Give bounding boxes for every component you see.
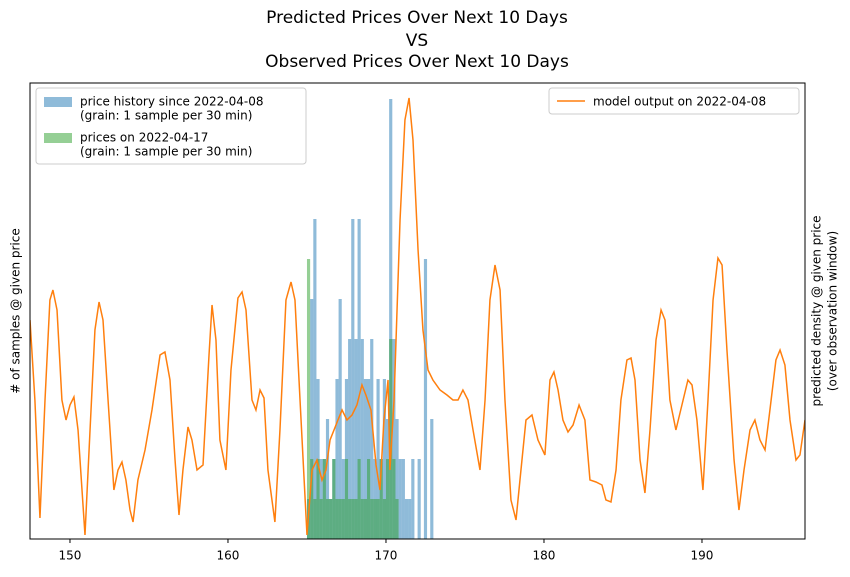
x-tick-label: 170 — [375, 549, 398, 563]
chart-title: Predicted Prices Over Next 10 Days — [266, 8, 568, 28]
legend-label: (grain: 1 sample per 30 min) — [80, 109, 252, 123]
histogram-bar — [376, 379, 380, 539]
histogram-bar — [341, 499, 345, 539]
line-series — [30, 97, 805, 536]
legend-swatch — [44, 97, 72, 107]
histogram-bar — [338, 499, 342, 539]
histogram-bar — [376, 499, 380, 539]
histogram-bar — [313, 499, 317, 539]
histogram-bar — [325, 419, 330, 539]
histogram-bar — [382, 499, 386, 539]
histogram-bar — [325, 499, 330, 539]
legend-box — [35, 87, 307, 165]
x-tick-label: 190 — [691, 549, 714, 563]
histogram-bar — [385, 459, 390, 539]
legend-label: (grain: 1 sample per 30 min) — [80, 145, 252, 159]
histogram-bar — [348, 339, 352, 539]
histogram-bar — [351, 499, 355, 539]
histogram-bar — [310, 299, 314, 539]
histogram-bar — [332, 459, 336, 539]
legend-swatch — [44, 133, 72, 143]
histogram-bar — [306, 259, 311, 539]
y2-axis-label: predicted density @ given price — [810, 215, 824, 406]
x-tick-label: 150 — [59, 549, 82, 563]
histogram-bar — [392, 339, 396, 539]
histogram-bar — [354, 339, 358, 539]
histogram-bar — [357, 219, 361, 539]
histogram-bar — [335, 499, 339, 539]
histogram-bar — [316, 459, 320, 539]
histogram-bar — [389, 99, 393, 539]
chart-title: VS — [406, 31, 428, 51]
histogram-bar — [370, 339, 374, 539]
histogram-bar — [367, 459, 371, 539]
x-tick-label: 180 — [533, 549, 556, 563]
legend-box — [548, 87, 800, 115]
histogram-bar — [335, 379, 339, 539]
histogram-bar — [398, 459, 402, 539]
histogram-bar — [395, 499, 399, 539]
histogram-bar — [354, 499, 358, 539]
histogram-bar — [417, 459, 421, 539]
histogram-bar — [382, 379, 386, 539]
histogram-bar — [344, 459, 349, 539]
chart-title: Observed Prices Over Next 10 Days — [265, 52, 569, 72]
histogram-bar — [430, 419, 434, 539]
histogram-bar — [360, 499, 364, 539]
histogram-bar — [357, 459, 361, 539]
histogram-bar — [313, 219, 317, 539]
histogram-bar — [389, 339, 393, 539]
histogram-bar — [392, 459, 396, 539]
histogram-bar — [370, 499, 374, 539]
histogram-bar — [401, 459, 405, 539]
histogram-bar — [373, 499, 377, 539]
histogram-bar — [319, 499, 323, 539]
histogram-bar — [348, 499, 352, 539]
histogram-bar — [363, 379, 368, 539]
y2-axis-label: (over observation window) — [826, 231, 840, 391]
histogram-bar — [411, 459, 415, 539]
histogram-bar — [322, 459, 326, 539]
histogram-bar — [329, 499, 333, 539]
legend-label: prices on 2022-04-17 — [80, 131, 208, 145]
x-tick-label: 160 — [217, 549, 240, 563]
plot-frame — [29, 82, 806, 540]
histogram-bar — [379, 459, 383, 539]
legend-label: model output on 2022-04-08 — [593, 95, 766, 109]
histogram-bar — [338, 299, 342, 539]
histogram-bar — [395, 419, 399, 539]
legend-label: price history since 2022-04-08 — [80, 95, 264, 109]
histogram-bar — [408, 499, 412, 539]
histogram-bar — [404, 499, 409, 539]
y-axis-label: # of samples @ given price — [9, 228, 23, 393]
histogram-bar — [360, 339, 364, 539]
histogram-bar — [423, 259, 428, 539]
histogram-bar — [363, 499, 368, 539]
histogram-bar — [351, 219, 355, 539]
histogram-bar — [310, 459, 314, 539]
